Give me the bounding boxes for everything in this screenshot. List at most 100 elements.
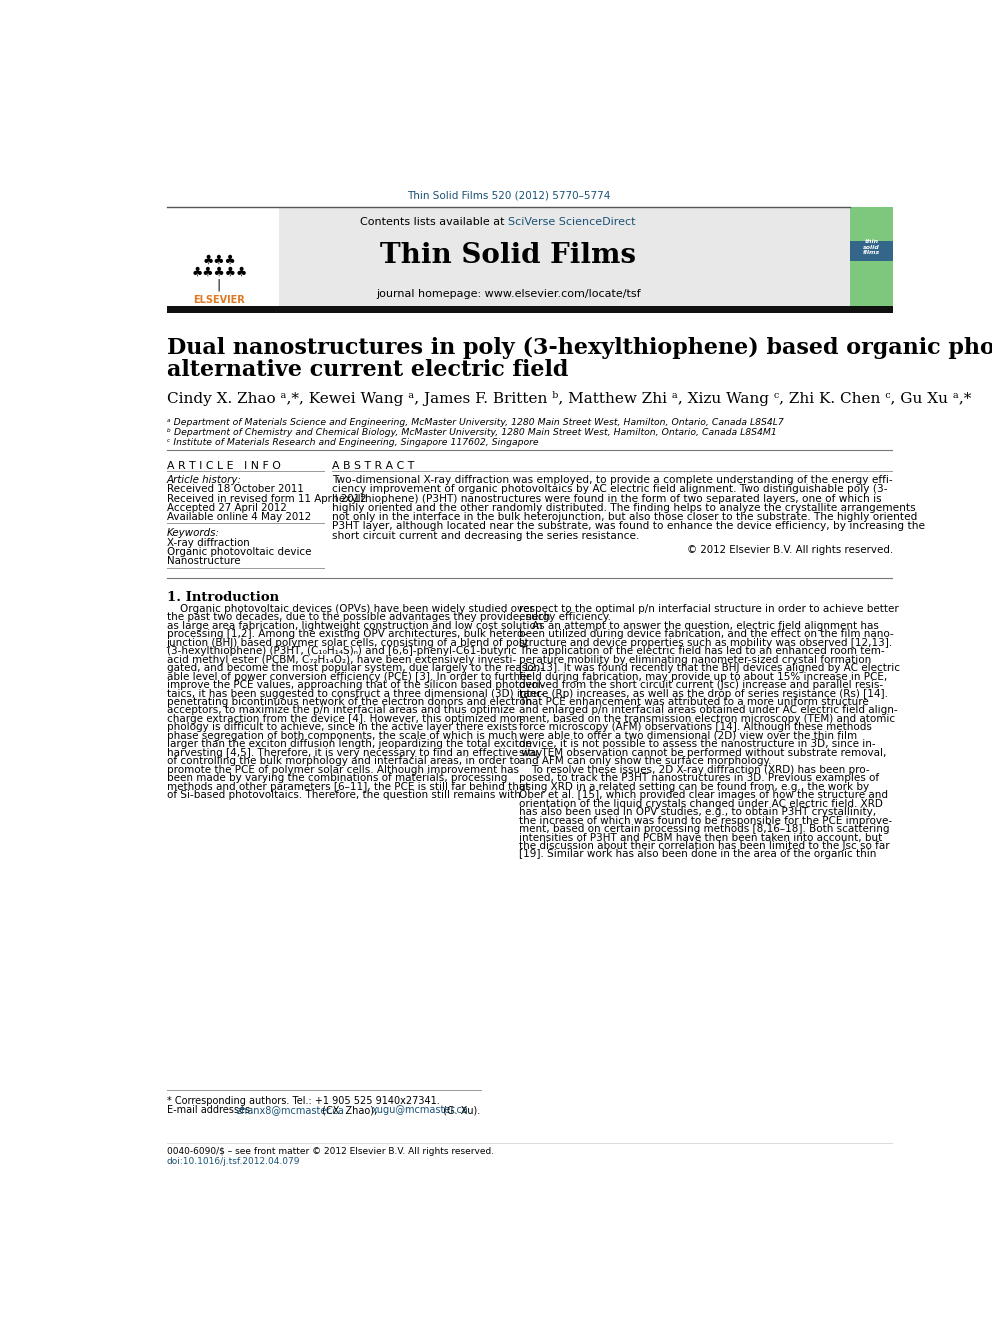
Text: thin
solid
films: thin solid films <box>863 239 880 255</box>
Text: Accepted 27 April 2012: Accepted 27 April 2012 <box>167 503 287 513</box>
Text: xugu@mcmaster.ca: xugu@mcmaster.ca <box>372 1105 469 1115</box>
Text: orientation of the liquid crystals changed under AC electric field. XRD: orientation of the liquid crystals chang… <box>519 799 883 808</box>
Text: able level of power conversion efficiency (PCE) [3]. In order to further: able level of power conversion efficienc… <box>167 672 531 681</box>
Text: improve the PCE values, approaching that of the silicon based photovol-: improve the PCE values, approaching that… <box>167 680 545 691</box>
Text: field during fabrication, may provide up to about 15% increase in PCE,: field during fabrication, may provide up… <box>519 672 888 681</box>
Text: (G. Xu).: (G. Xu). <box>440 1105 480 1115</box>
Text: as large area fabrication, lightweight construction and low cost solution: as large area fabrication, lightweight c… <box>167 620 542 631</box>
Text: the discussion about their correlation has been limited to the Jsc so far: the discussion about their correlation h… <box>519 841 890 851</box>
Text: [19]. Similar work has also been done in the area of the organic thin: [19]. Similar work has also been done in… <box>519 849 877 860</box>
Text: [12,13]. It was found recently that the BHJ devices aligned by AC electric: [12,13]. It was found recently that the … <box>519 663 901 673</box>
Text: Article history:: Article history: <box>167 475 242 486</box>
Text: ciency improvement of organic photovoltaics by AC electric field alignment. Two : ciency improvement of organic photovolta… <box>331 484 887 495</box>
Text: hexylthiophene) (P3HT) nanostructures were found in the form of two separated la: hexylthiophene) (P3HT) nanostructures we… <box>331 493 881 504</box>
Text: To resolve these issues, 2D X-ray diffraction (XRD) has been pro-: To resolve these issues, 2D X-ray diffra… <box>519 765 870 775</box>
Text: ment, based on the transmission electron microscopy (TEM) and atomic: ment, based on the transmission electron… <box>519 714 896 724</box>
Text: Ober et al. [15], which provided clear images of how the structure and: Ober et al. [15], which provided clear i… <box>519 790 888 800</box>
Text: ♣♣♣
♣♣♣♣♣
  |: ♣♣♣ ♣♣♣♣♣ | <box>191 254 247 291</box>
Text: Organic photovoltaic devices (OPVs) have been widely studied over: Organic photovoltaic devices (OPVs) have… <box>167 603 534 614</box>
Text: doi:10.1016/j.tsf.2012.04.079: doi:10.1016/j.tsf.2012.04.079 <box>167 1158 301 1167</box>
Text: (CX. Zhao),: (CX. Zhao), <box>319 1105 381 1115</box>
Text: junction (BHJ) based polymer solar cells, consisting of a blend of poly: junction (BHJ) based polymer solar cells… <box>167 638 529 648</box>
Text: © 2012 Elsevier B.V. All rights reserved.: © 2012 Elsevier B.V. All rights reserved… <box>686 545 893 556</box>
Bar <box>850 261 893 308</box>
Text: X-ray diffraction: X-ray diffraction <box>167 537 249 548</box>
Bar <box>850 206 893 241</box>
Text: journal homepage: www.elsevier.com/locate/tsf: journal homepage: www.elsevier.com/locat… <box>376 288 641 299</box>
Text: of Si-based photovoltaics. Therefore, the question still remains with: of Si-based photovoltaics. Therefore, th… <box>167 790 521 800</box>
Text: ELSEVIER: ELSEVIER <box>193 295 245 306</box>
Text: That PCE enhancement was attributed to a more uniform structure: That PCE enhancement was attributed to a… <box>519 697 869 706</box>
Text: charge extraction from the device [4]. However, this optimized mor-: charge extraction from the device [4]. H… <box>167 714 523 724</box>
Text: E-mail addresses:: E-mail addresses: <box>167 1105 256 1115</box>
Text: ment, based on certain processing methods [8,16–18]. Both scattering: ment, based on certain processing method… <box>519 824 890 833</box>
Text: not only in the interface in the bulk heterojunction, but also those closer to t: not only in the interface in the bulk he… <box>331 512 917 523</box>
Text: Available online 4 May 2012: Available online 4 May 2012 <box>167 512 310 523</box>
Bar <box>850 275 893 294</box>
Text: highly oriented and the other randomly distributed. The finding helps to analyze: highly oriented and the other randomly d… <box>331 503 916 513</box>
Text: A R T I C L E   I N F O: A R T I C L E I N F O <box>167 462 281 471</box>
Text: the increase of which was found to be responsible for the PCE improve-: the increase of which was found to be re… <box>519 815 893 826</box>
Text: ᵇ Department of Chemistry and Chemical Biology, McMaster University, 1280 Main S: ᵇ Department of Chemistry and Chemical B… <box>167 429 777 438</box>
Text: zhanx8@mcmaster.ca: zhanx8@mcmaster.ca <box>236 1105 344 1115</box>
Bar <box>167 206 279 308</box>
Text: tance (Rp) increases, as well as the drop of series resistance (Rs) [14].: tance (Rp) increases, as well as the dro… <box>519 688 888 699</box>
Text: and enlarged p/n interfacial areas obtained under AC electric field align-: and enlarged p/n interfacial areas obtai… <box>519 705 898 716</box>
Text: phase segregation of both components, the scale of which is much: phase segregation of both components, th… <box>167 730 517 741</box>
Text: Keywords:: Keywords: <box>167 528 219 538</box>
Text: alternative current electric field: alternative current electric field <box>167 359 568 381</box>
Text: energy efficiency.: energy efficiency. <box>519 613 611 622</box>
Text: respect to the optimal p/n interfacial structure in order to achieve better: respect to the optimal p/n interfacial s… <box>519 603 899 614</box>
Text: A B S T R A C T: A B S T R A C T <box>331 462 414 471</box>
Text: Cindy X. Zhao ᵃ,*, Kewei Wang ᵃ, James F. Britten ᵇ, Matthew Zhi ᵃ, Xizu Wang ᶜ,: Cindy X. Zhao ᵃ,*, Kewei Wang ᵃ, James F… <box>167 392 971 406</box>
Text: perature mobility by eliminating nanometer-sized crystal formation: perature mobility by eliminating nanomet… <box>519 655 872 664</box>
Text: Nanostructure: Nanostructure <box>167 556 240 566</box>
Text: Two-dimensional X-ray diffraction was employed, to provide a complete understand: Two-dimensional X-ray diffraction was em… <box>331 475 893 486</box>
Text: ᶜ Institute of Materials Research and Engineering, Singapore 117602, Singapore: ᶜ Institute of Materials Research and En… <box>167 438 539 447</box>
Text: Received in revised form 11 April 2012: Received in revised form 11 April 2012 <box>167 493 366 504</box>
Text: acid methyl ester (PCBM, C₇₂H₁₄O₂), have been extensively investi-: acid methyl ester (PCBM, C₇₂H₁₄O₂), have… <box>167 655 516 664</box>
Text: * Corresponding authors. Tel.: +1 905 525 9140x27341.: * Corresponding authors. Tel.: +1 905 52… <box>167 1095 439 1106</box>
Text: The application of the electric field has led to an enhanced room tem-: The application of the electric field ha… <box>519 646 885 656</box>
Text: force microscopy (AFM) observations [14]. Although these methods: force microscopy (AFM) observations [14]… <box>519 722 872 733</box>
Bar <box>167 206 850 308</box>
Text: Organic photovoltaic device: Organic photovoltaic device <box>167 546 311 557</box>
Text: has also been used in OPV studies, e.g., to obtain P3HT crystallinity,: has also been used in OPV studies, e.g.,… <box>519 807 876 818</box>
Text: were able to offer a two dimensional (2D) view over the thin film: were able to offer a two dimensional (2D… <box>519 730 857 741</box>
Text: derived from the short circuit current (Jsc) increase and parallel resis-: derived from the short circuit current (… <box>519 680 883 691</box>
Text: processing [1,2]. Among the existing OPV architectures, bulk hetero-: processing [1,2]. Among the existing OPV… <box>167 630 527 639</box>
Text: ᵃ Department of Materials Science and Engineering, McMaster University, 1280 Mai: ᵃ Department of Materials Science and En… <box>167 418 784 427</box>
Text: methods and other parameters [6–11], the PCE is still far behind that: methods and other parameters [6–11], the… <box>167 782 529 791</box>
Text: device, it is not possible to assess the nanostructure in 3D, since in-: device, it is not possible to assess the… <box>519 740 876 749</box>
Text: taics, it has been suggested to construct a three dimensional (3D) inter-: taics, it has been suggested to construc… <box>167 688 545 699</box>
Text: Thin Solid Films 520 (2012) 5770–5774: Thin Solid Films 520 (2012) 5770–5774 <box>407 191 610 201</box>
Text: penetrating bicontinuous network of the electron donors and electron: penetrating bicontinuous network of the … <box>167 697 532 706</box>
Text: harvesting [4,5]. Therefore, it is very necessary to find an effective way: harvesting [4,5]. Therefore, it is very … <box>167 747 542 758</box>
Text: been made by varying the combinations of materials, processing: been made by varying the combinations of… <box>167 773 507 783</box>
Text: Thin Solid Films: Thin Solid Films <box>380 242 637 269</box>
Text: phology is difficult to achieve, since in the active layer there exists: phology is difficult to achieve, since i… <box>167 722 517 733</box>
Text: 0040-6090/$ – see front matter © 2012 Elsevier B.V. All rights reserved.: 0040-6090/$ – see front matter © 2012 El… <box>167 1147 494 1156</box>
Text: structure and device properties such as mobility was observed [12,13].: structure and device properties such as … <box>519 638 893 648</box>
Text: using XRD in a related setting can be found from, e.g., the work by: using XRD in a related setting can be fo… <box>519 782 869 791</box>
Text: promote the PCE of polymer solar cells. Although improvement has: promote the PCE of polymer solar cells. … <box>167 765 519 775</box>
Text: P3HT layer, although located near the substrate, was found to enhance the device: P3HT layer, although located near the su… <box>331 521 925 532</box>
Text: larger than the exciton diffusion length, jeopardizing the total exciton: larger than the exciton diffusion length… <box>167 740 532 749</box>
Bar <box>167 306 893 312</box>
Text: posed, to track the P3HT nanostructures in 3D. Previous examples of: posed, to track the P3HT nanostructures … <box>519 773 879 783</box>
Text: situ TEM observation cannot be performed without substrate removal,: situ TEM observation cannot be performed… <box>519 747 887 758</box>
Text: gated, and become the most popular system, due largely to the reason-: gated, and become the most popular syste… <box>167 663 544 673</box>
Text: (3-hexylthiophene) (P3HT, (C₁₀H₁₄S)ₙ) and [6,6]-phenyl-C61-butyric: (3-hexylthiophene) (P3HT, (C₁₀H₁₄S)ₙ) an… <box>167 646 517 656</box>
Text: SciVerse ScienceDirect: SciVerse ScienceDirect <box>509 217 636 228</box>
Text: Dual nanostructures in poly (3-hexylthiophene) based organic photovoltaics under: Dual nanostructures in poly (3-hexylthio… <box>167 337 992 360</box>
Text: Contents lists available at: Contents lists available at <box>360 217 509 228</box>
Text: intensities of P3HT and PCBM have then been taken into account, but: intensities of P3HT and PCBM have then b… <box>519 832 883 843</box>
Text: of controlling the bulk morphology and interfacial areas, in order to: of controlling the bulk morphology and i… <box>167 757 520 766</box>
Text: As an attempt to answer the question, electric field alignment has: As an attempt to answer the question, el… <box>519 620 879 631</box>
Text: and AFM can only show the surface morphology.: and AFM can only show the surface morpho… <box>519 757 772 766</box>
Text: been utilized during device fabrication, and the effect on the film nano-: been utilized during device fabrication,… <box>519 630 894 639</box>
Bar <box>850 241 893 275</box>
Text: acceptors, to maximize the p/n interfacial areas and thus optimize: acceptors, to maximize the p/n interfaci… <box>167 705 515 716</box>
Text: the past two decades, due to the possible advantages they provide, such: the past two decades, due to the possibl… <box>167 613 550 622</box>
Text: 1. Introduction: 1. Introduction <box>167 591 279 605</box>
